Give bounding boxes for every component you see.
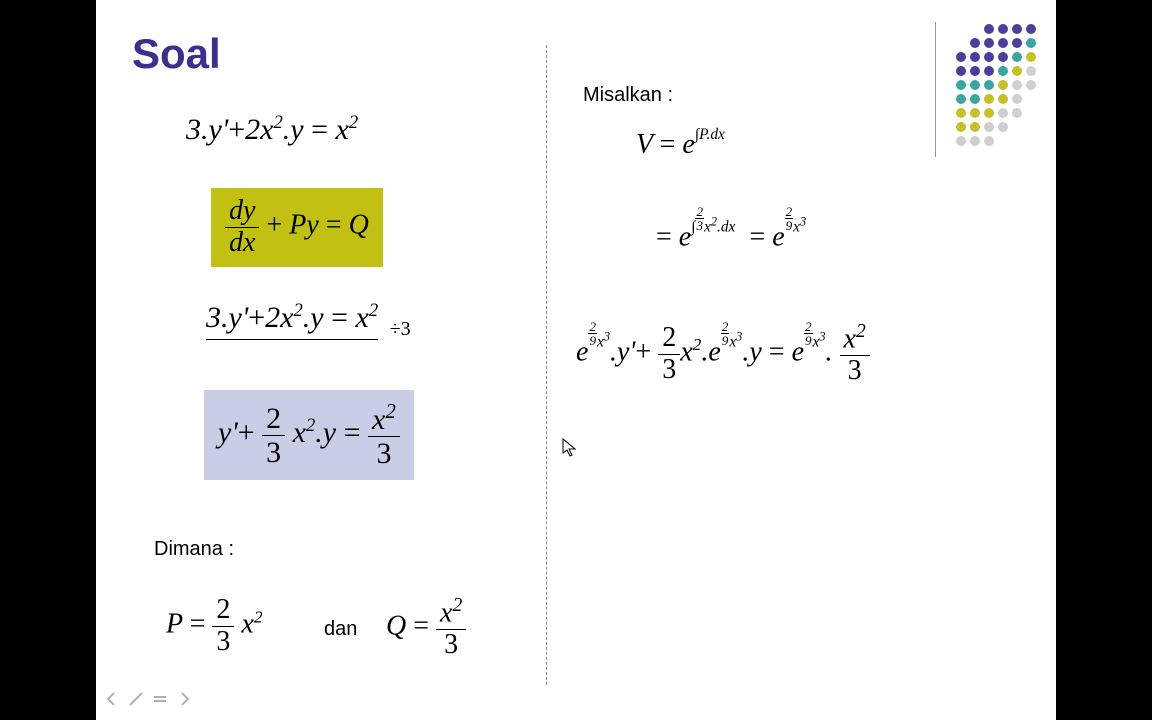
equation-1: 3.y'+2x2.y = x2 bbox=[186, 112, 358, 147]
equation-3-box: y'+ 23 x2.y = x23 bbox=[204, 390, 414, 480]
label-dimana: Dimana : bbox=[154, 538, 234, 561]
equation-2: 3.y'+2x2.y = x2 ÷3 bbox=[206, 300, 411, 341]
decorative-dots bbox=[954, 22, 1038, 148]
slide: Soal 3.y'+2x2.y = x2 dydx + Py = Q 3.y'+… bbox=[96, 0, 1056, 720]
equation-long: e29x3.y'+ 23x2.e29x3.y = e29x3. x23 bbox=[576, 320, 870, 387]
column-divider bbox=[546, 45, 547, 685]
equation-V: V = e∫P.dx bbox=[636, 128, 725, 161]
nav-pen-icon[interactable] bbox=[128, 691, 144, 712]
equation-Q: Q = x23 bbox=[386, 595, 466, 661]
slide-nav bbox=[104, 691, 192, 712]
nav-prev-icon[interactable] bbox=[104, 691, 120, 712]
equation-P: P = 23 x2 bbox=[166, 595, 263, 658]
formula-box: dydx + Py = Q bbox=[211, 188, 383, 267]
dots-border bbox=[935, 22, 936, 157]
nav-menu-icon[interactable] bbox=[152, 691, 168, 712]
label-misalkan: Misalkan : bbox=[583, 84, 673, 107]
page-title: Soal bbox=[132, 30, 221, 78]
label-dan: dan bbox=[324, 618, 357, 641]
equation-V-eval: = e∫23x2.dx = e29x3 bbox=[656, 205, 806, 253]
cursor-icon bbox=[562, 438, 576, 458]
nav-next-icon[interactable] bbox=[176, 691, 192, 712]
